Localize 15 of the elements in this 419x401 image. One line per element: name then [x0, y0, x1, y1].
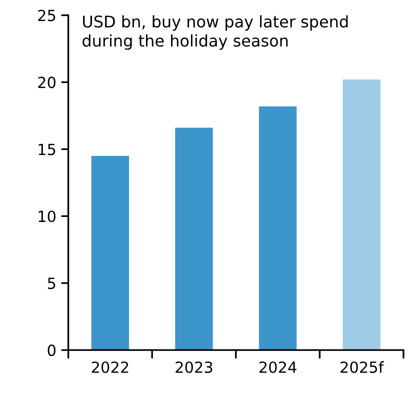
y-tick-label: 0	[48, 344, 56, 356]
y-tick-label: 5	[48, 278, 56, 290]
y-tick-label: 25	[38, 10, 56, 22]
bar	[91, 156, 130, 350]
x-tick-label: 2024	[259, 361, 296, 374]
y-tick-label: 20	[38, 76, 56, 88]
bar	[258, 106, 297, 350]
x-tick-label: 2023	[176, 361, 212, 374]
y-tick-label: 15	[38, 144, 56, 156]
x-tick-label: 2022	[92, 361, 128, 374]
text: USD bn, buy now pay later spend during the holiday season	[82, 15, 348, 50]
y-tick-label: 10	[38, 210, 56, 222]
x-tick-label: 2025f	[340, 361, 384, 374]
bar	[175, 128, 213, 350]
bar	[342, 80, 380, 350]
